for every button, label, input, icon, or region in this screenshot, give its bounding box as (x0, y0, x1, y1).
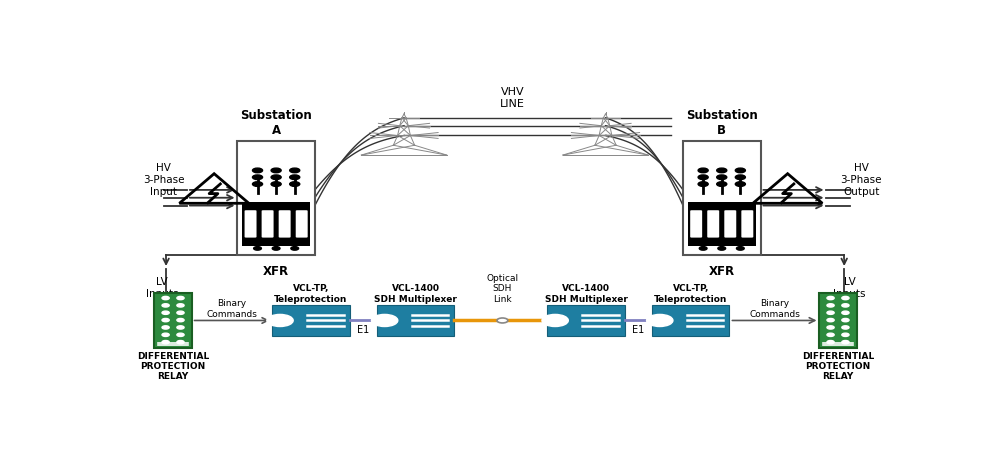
Text: Binary
Commands: Binary Commands (749, 299, 800, 319)
Circle shape (162, 304, 169, 307)
Circle shape (542, 315, 568, 327)
Circle shape (252, 182, 263, 186)
Text: HV
3-Phase
Output: HV 3-Phase Output (840, 164, 882, 196)
Circle shape (698, 175, 708, 180)
Circle shape (291, 247, 299, 250)
FancyBboxPatch shape (154, 293, 192, 348)
FancyBboxPatch shape (819, 293, 857, 348)
FancyBboxPatch shape (279, 210, 291, 237)
Circle shape (162, 311, 169, 315)
Circle shape (735, 168, 745, 173)
Text: VCL-TP,
Teleprotection: VCL-TP, Teleprotection (654, 284, 727, 304)
Circle shape (842, 297, 849, 300)
Circle shape (827, 311, 834, 315)
Circle shape (162, 326, 169, 329)
Circle shape (177, 304, 184, 307)
Circle shape (717, 168, 727, 173)
Text: VCL-1400
SDH Multiplexer: VCL-1400 SDH Multiplexer (545, 284, 628, 304)
Circle shape (698, 182, 708, 186)
Circle shape (827, 297, 834, 300)
Circle shape (647, 315, 673, 327)
Circle shape (827, 333, 834, 336)
Circle shape (177, 340, 184, 344)
Circle shape (272, 247, 280, 250)
Circle shape (842, 340, 849, 344)
Circle shape (842, 326, 849, 329)
Circle shape (271, 182, 281, 186)
Text: Binary
Commands: Binary Commands (207, 299, 257, 319)
Text: DIFFERENTIAL
PROTECTION
RELAY: DIFFERENTIAL PROTECTION RELAY (137, 352, 209, 382)
Circle shape (177, 326, 184, 329)
Circle shape (842, 333, 849, 336)
FancyBboxPatch shape (272, 305, 350, 335)
FancyBboxPatch shape (262, 210, 274, 237)
Circle shape (271, 175, 281, 180)
FancyBboxPatch shape (377, 305, 454, 335)
FancyBboxPatch shape (707, 210, 719, 237)
Circle shape (718, 247, 726, 250)
Circle shape (827, 304, 834, 307)
Circle shape (497, 318, 508, 323)
FancyBboxPatch shape (547, 305, 625, 335)
FancyBboxPatch shape (245, 210, 257, 237)
Circle shape (162, 333, 169, 336)
Text: XFR: XFR (709, 265, 735, 278)
FancyBboxPatch shape (741, 210, 753, 237)
FancyBboxPatch shape (724, 210, 736, 237)
Text: E1: E1 (357, 325, 369, 335)
FancyBboxPatch shape (296, 210, 308, 237)
Circle shape (271, 168, 281, 173)
Circle shape (698, 168, 708, 173)
Text: VHV
LINE: VHV LINE (500, 87, 525, 109)
Text: VCL-TP,
Teleprotection: VCL-TP, Teleprotection (274, 284, 348, 304)
Circle shape (254, 247, 261, 250)
Circle shape (736, 247, 744, 250)
Text: Optical
SDH
Link: Optical SDH Link (486, 274, 518, 304)
Circle shape (162, 340, 169, 344)
Circle shape (699, 247, 707, 250)
Circle shape (717, 182, 727, 186)
Circle shape (252, 175, 263, 180)
Text: DIFFERENTIAL
PROTECTION
RELAY: DIFFERENTIAL PROTECTION RELAY (802, 352, 874, 382)
Circle shape (371, 315, 398, 327)
Circle shape (177, 297, 184, 300)
Circle shape (162, 318, 169, 322)
Text: VCL-1400
SDH Multiplexer: VCL-1400 SDH Multiplexer (374, 284, 457, 304)
Circle shape (827, 340, 834, 344)
Circle shape (290, 182, 300, 186)
Circle shape (735, 175, 745, 180)
Text: HV
3-Phase
Input: HV 3-Phase Input (143, 164, 184, 196)
Circle shape (735, 182, 745, 186)
Circle shape (827, 326, 834, 329)
FancyBboxPatch shape (688, 202, 756, 245)
Text: E1: E1 (632, 325, 645, 335)
Text: LV
Inputs: LV Inputs (146, 277, 178, 298)
Circle shape (842, 304, 849, 307)
Circle shape (177, 311, 184, 315)
Circle shape (177, 318, 184, 322)
FancyBboxPatch shape (683, 141, 761, 255)
Circle shape (177, 333, 184, 336)
Text: Substation
B: Substation B (686, 109, 758, 137)
Circle shape (842, 311, 849, 315)
Circle shape (290, 168, 300, 173)
Circle shape (290, 175, 300, 180)
Text: Substation
A: Substation A (240, 109, 312, 137)
Circle shape (827, 318, 834, 322)
Circle shape (717, 175, 727, 180)
Text: LV
Inputs: LV Inputs (833, 277, 866, 298)
FancyBboxPatch shape (242, 202, 310, 245)
Circle shape (267, 315, 293, 327)
FancyBboxPatch shape (237, 141, 315, 255)
Circle shape (252, 168, 263, 173)
Circle shape (842, 318, 849, 322)
FancyBboxPatch shape (652, 305, 729, 335)
Circle shape (162, 297, 169, 300)
Text: XFR: XFR (263, 265, 289, 278)
FancyBboxPatch shape (690, 210, 702, 237)
